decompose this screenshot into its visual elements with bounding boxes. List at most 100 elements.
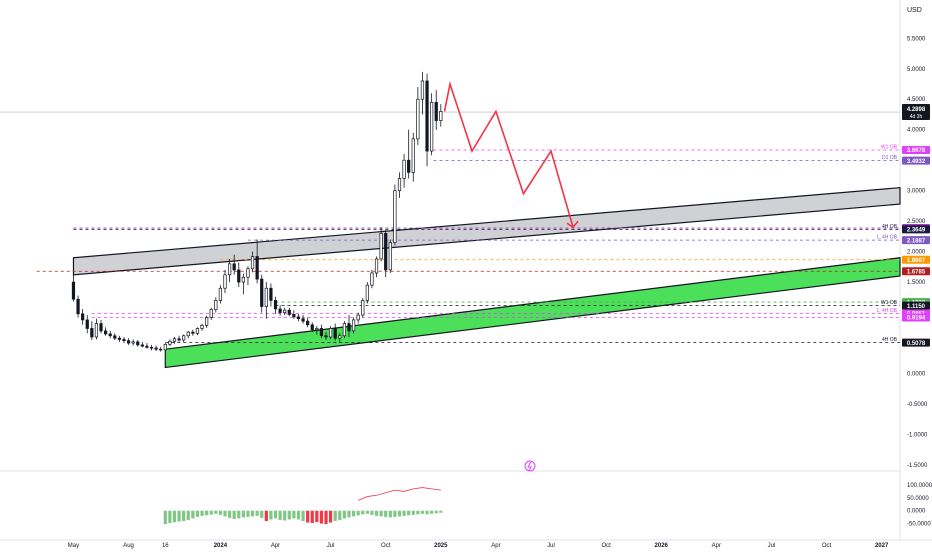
candle-body xyxy=(163,343,167,351)
indicator-bar xyxy=(278,510,282,520)
candle-body xyxy=(356,314,360,321)
candle-body xyxy=(71,281,76,300)
indicator-bar xyxy=(168,510,172,524)
candle-body xyxy=(351,319,356,332)
candle-body xyxy=(379,233,383,260)
candle-body xyxy=(154,347,158,350)
lightning-icon[interactable] xyxy=(524,460,536,472)
candle-body xyxy=(81,313,85,321)
indicator-tick: -50.0000 xyxy=(907,522,931,528)
candle-body xyxy=(205,317,209,326)
indicator-bar xyxy=(292,510,296,519)
indicator-bar xyxy=(214,510,218,514)
indicator-bar xyxy=(264,510,268,521)
level-tag: 4H OB xyxy=(882,337,898,343)
indicator-bar xyxy=(306,510,310,523)
candle-body xyxy=(430,101,434,152)
candle-body xyxy=(172,338,177,342)
indicator-bar xyxy=(430,510,434,514)
support-channel xyxy=(164,257,901,369)
channels xyxy=(72,186,901,369)
candle-body xyxy=(241,276,245,283)
candle-body xyxy=(255,256,259,280)
time-axis[interactable]: May Aug 16 2024 Apr Jul Oct 2025 Apr Jul Oct 2026 Ap… xyxy=(68,543,889,549)
indicator-axis[interactable]: 100.0000 50.0000 0.0000 -50.0000 xyxy=(907,483,932,528)
price-axis[interactable]: 5.50005.00004.50004.00003.50003.00002.50… xyxy=(907,36,928,469)
candle-body xyxy=(269,287,273,301)
candle-body xyxy=(333,328,337,339)
level-tag: D1 OB xyxy=(882,155,898,161)
candle-body xyxy=(136,341,140,346)
candle-body xyxy=(168,340,172,345)
candle-body xyxy=(85,319,89,329)
indicator-bar xyxy=(374,510,379,516)
indicator-bar xyxy=(384,510,388,517)
level-tag: 4H OB xyxy=(882,224,898,230)
candle-body xyxy=(287,309,291,315)
candle-body xyxy=(140,344,144,347)
level-price-label: 2.3649 xyxy=(907,228,926,234)
indicator-bar xyxy=(361,510,365,515)
candle-body xyxy=(416,98,420,140)
candle-body xyxy=(209,309,213,318)
time-tick: Oct xyxy=(381,543,391,549)
time-tick: Jul xyxy=(327,543,335,549)
indicator-bar xyxy=(186,510,190,520)
indicator-bar xyxy=(301,510,305,521)
indicator-bar xyxy=(425,510,429,515)
time-tick: 16 xyxy=(162,543,169,549)
indicator-bar xyxy=(333,510,337,521)
indicator-bar xyxy=(342,510,346,519)
countdown-label: 4d 3h xyxy=(910,114,923,120)
indicator-bar xyxy=(250,510,255,517)
indicator-bar xyxy=(182,510,186,521)
candle-body xyxy=(439,111,443,121)
level-price-label: 0.9194 xyxy=(907,316,926,322)
indicator-bar xyxy=(397,510,402,517)
candle-body xyxy=(149,346,154,349)
candle-body xyxy=(131,341,135,344)
indicator-bar xyxy=(177,510,181,522)
candle-body xyxy=(126,340,131,344)
candle-body xyxy=(425,80,429,152)
indicator-bar xyxy=(370,510,374,515)
candle-body xyxy=(397,178,402,192)
candle-body xyxy=(393,190,397,243)
time-tick: Apr xyxy=(712,543,721,549)
level-tag: 1, 4H OB xyxy=(876,308,897,314)
candle-body xyxy=(324,335,328,338)
candle-body xyxy=(283,309,287,313)
candle-body xyxy=(402,159,406,179)
time-tick: Apr xyxy=(491,543,500,549)
level-tag: 1, 4H OB xyxy=(876,235,897,241)
indicator-tick: 50.0000 xyxy=(907,496,929,502)
level-price-label: 1.6785 xyxy=(907,269,926,275)
indicator-bar xyxy=(351,510,356,517)
level-price-box xyxy=(902,255,930,264)
price-tick: 5.0000 xyxy=(907,67,926,73)
candle-body xyxy=(273,300,278,310)
candle-body xyxy=(76,298,80,315)
candle-body xyxy=(122,339,126,341)
indicator-bar xyxy=(420,510,425,514)
indicator-bar xyxy=(287,510,291,520)
indicator-bar xyxy=(416,510,420,515)
indicator-bar xyxy=(365,510,369,514)
indicator-bar xyxy=(269,510,273,520)
level-price-box xyxy=(902,236,930,245)
indicator-bar xyxy=(439,510,443,513)
candle-body xyxy=(370,272,374,286)
indicator-bar xyxy=(319,510,324,524)
price-tick: 0.0000 xyxy=(907,372,926,378)
candle-body xyxy=(434,101,438,121)
candle-body xyxy=(232,263,236,271)
candle-body xyxy=(342,323,347,337)
candle-body xyxy=(113,335,117,339)
price-tick: 3.0000 xyxy=(907,189,926,195)
candle-body xyxy=(310,324,314,331)
indicator-bar xyxy=(407,510,411,516)
candle-body xyxy=(214,300,218,310)
